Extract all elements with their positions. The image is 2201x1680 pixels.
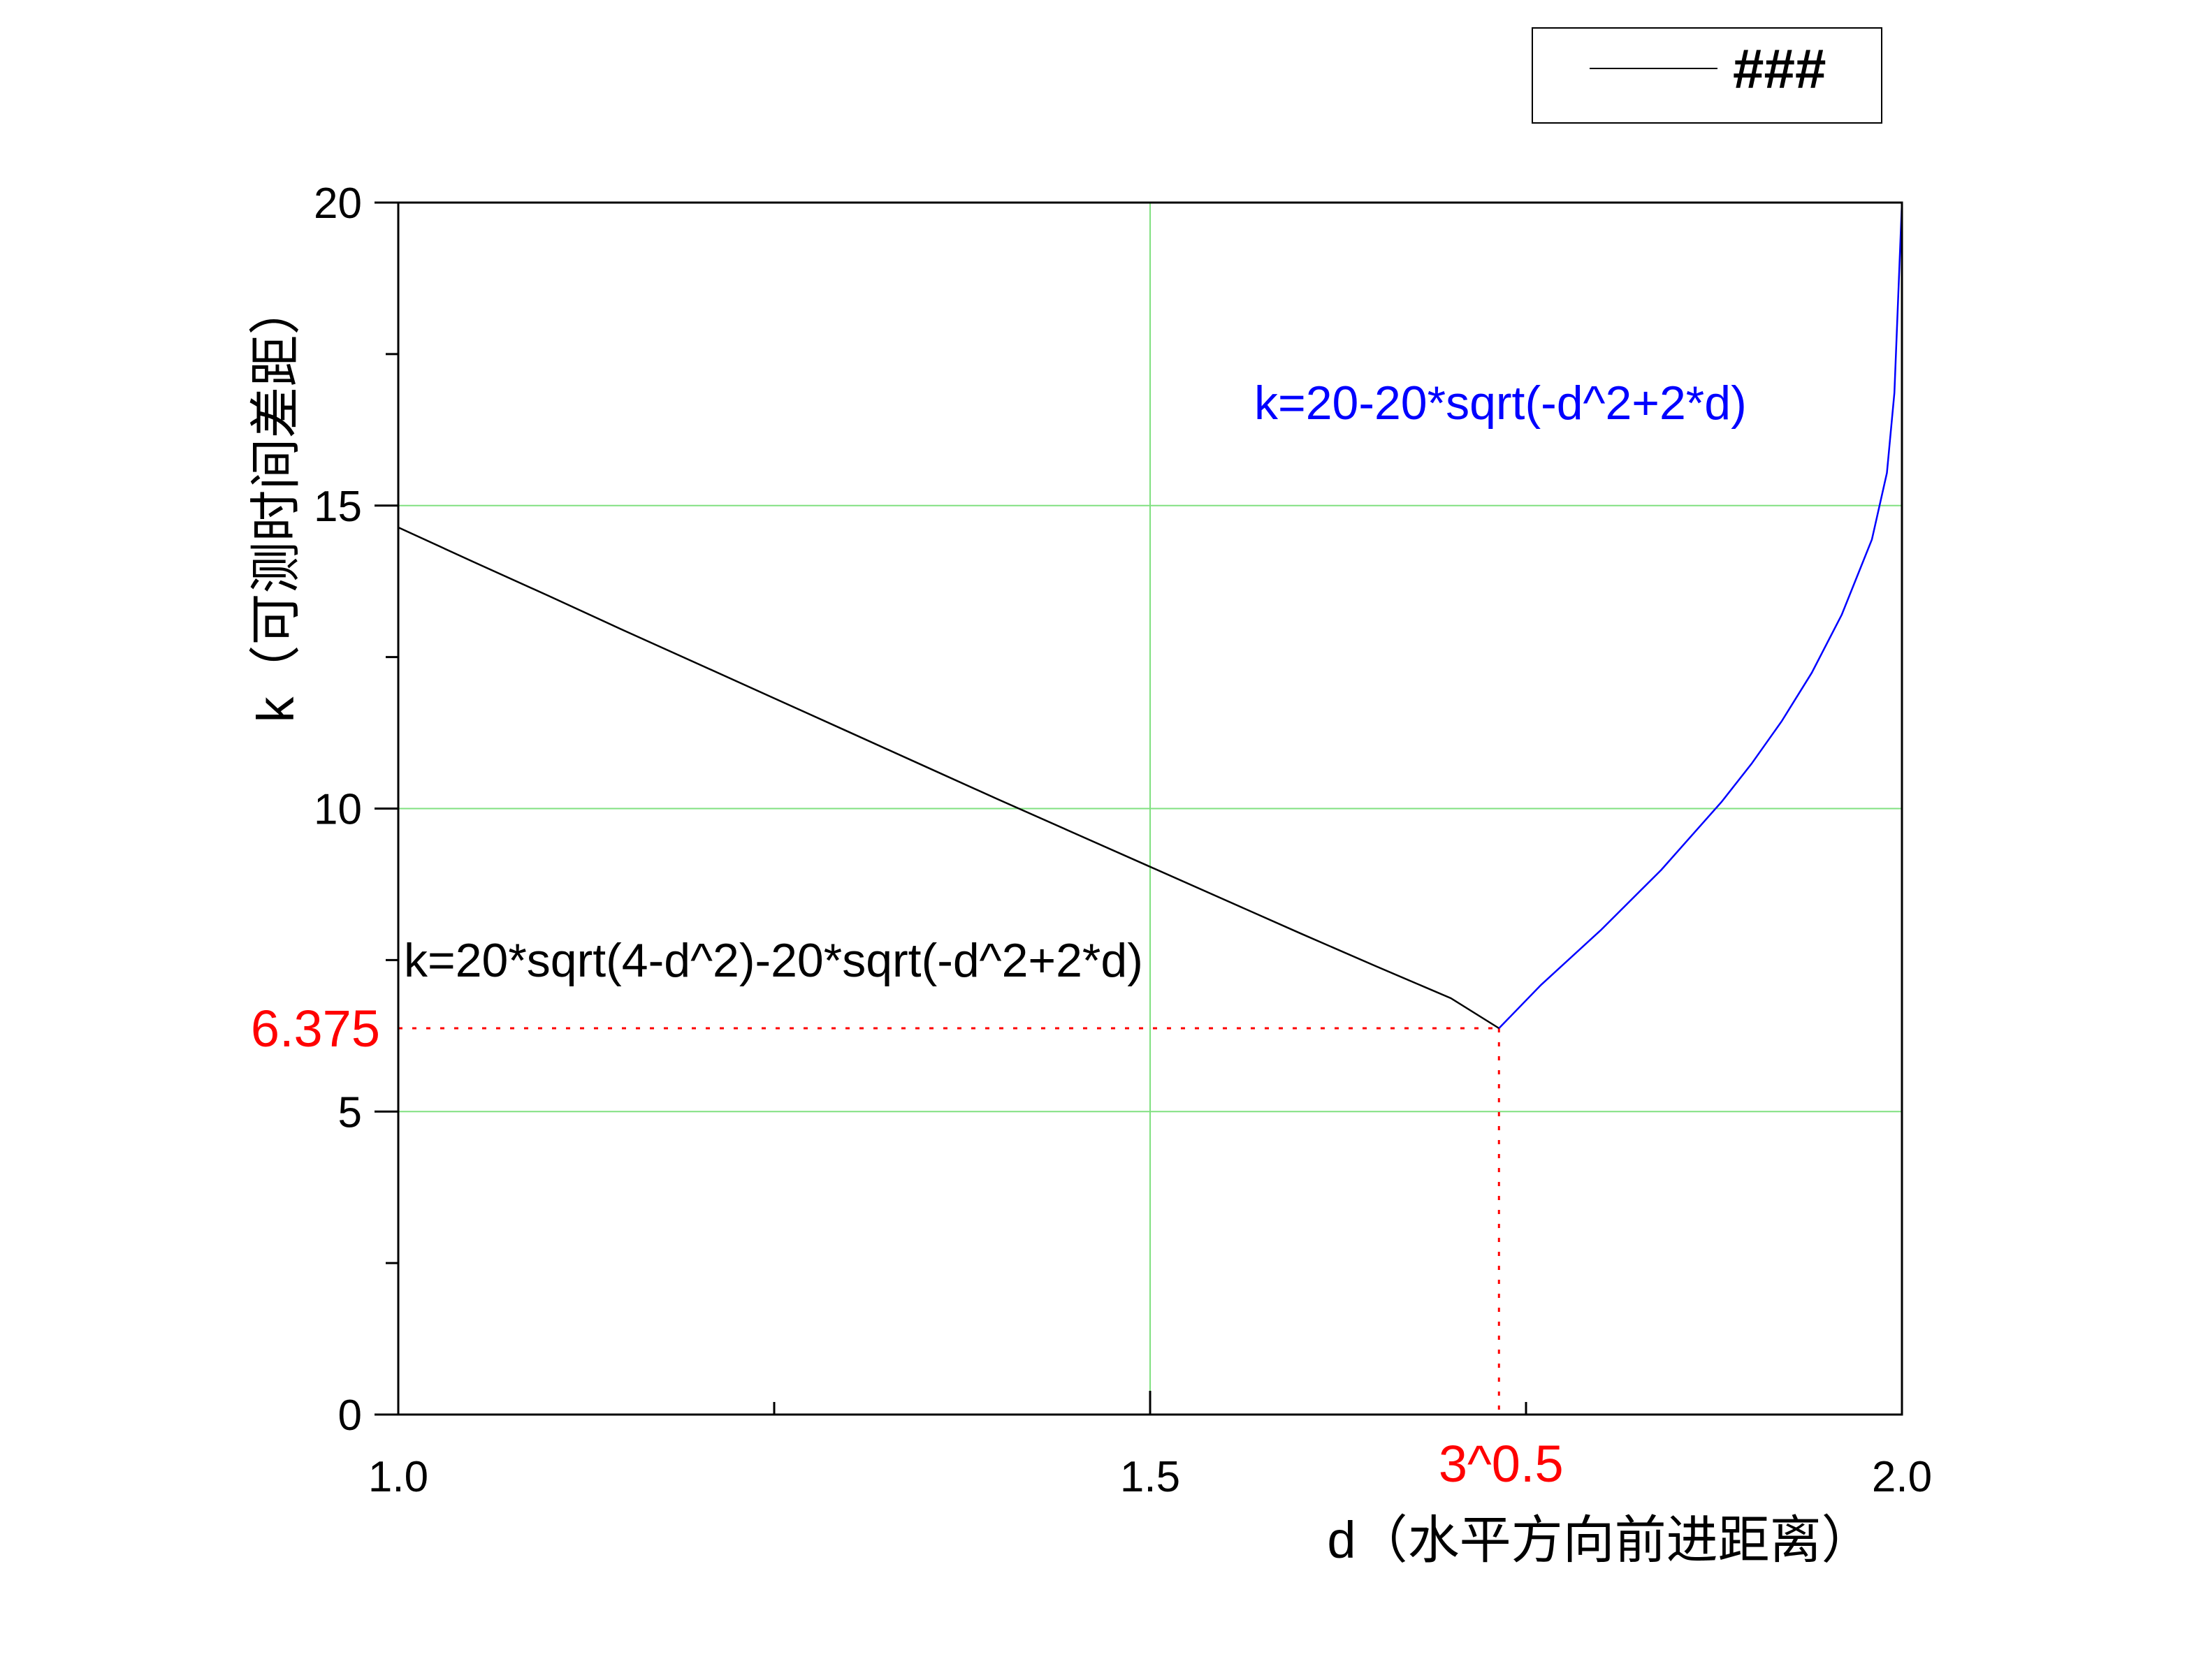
reference-label-y: 6.375 xyxy=(251,1000,380,1058)
series-layer xyxy=(398,202,1903,1030)
x-axis-label: d（水平方向前进距离） xyxy=(1327,1511,1873,1569)
y-tick-label: 20 xyxy=(314,180,362,228)
x-tick-label: 1.5 xyxy=(1120,1453,1180,1501)
x-tick-label: 2.0 xyxy=(1872,1453,1932,1501)
legend: ### xyxy=(1532,27,1882,124)
series-line-1 xyxy=(398,526,1499,1030)
black-curve-annotation: k=20*sqrt(4-d^2)-20*sqrt(-d^2+2*d) xyxy=(404,934,1143,987)
series-line-2 xyxy=(1498,202,1903,1029)
legend-entry-label: ### xyxy=(1733,38,1826,100)
y-tick-label: 15 xyxy=(314,483,362,531)
blue-curve-annotation: k=20-20*sqrt(-d^2+2*d) xyxy=(1254,377,1747,430)
x-tick-label: 1.0 xyxy=(368,1453,428,1501)
grid-lines xyxy=(398,203,1902,1415)
y-axis-label: k（可测时间差距） xyxy=(247,284,305,723)
y-tick-label: 5 xyxy=(338,1088,362,1137)
legend-box xyxy=(1532,27,1882,124)
reference-label-x: 3^0.5 xyxy=(1439,1435,1564,1493)
axis-ticks xyxy=(375,201,1903,1416)
axis-tick-labels: 1.0 1.5 2.0 0 5 10 15 20 6.375 3^0.5 xyxy=(251,180,1932,1501)
y-tick-label: 10 xyxy=(314,786,362,834)
y-tick-label: 0 xyxy=(338,1392,362,1440)
reference-lines xyxy=(398,1027,1500,1415)
